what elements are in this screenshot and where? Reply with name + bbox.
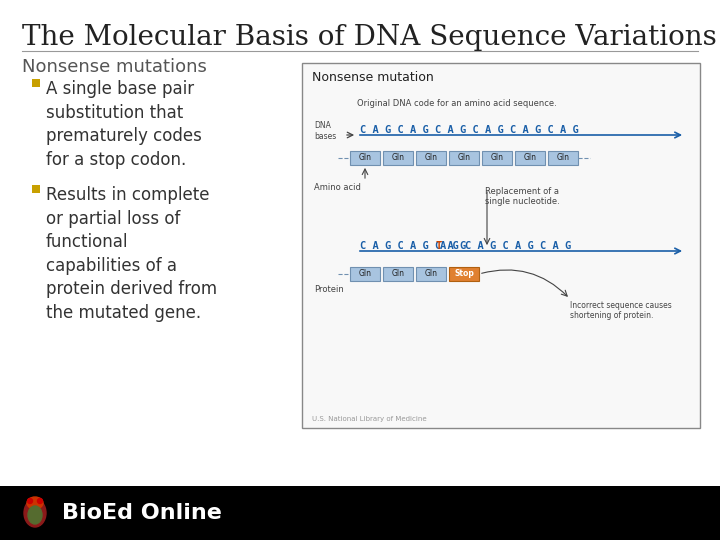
Text: Gln: Gln <box>359 153 372 163</box>
Text: Incorrect sequence causes
shortening of protein.: Incorrect sequence causes shortening of … <box>570 301 672 320</box>
Text: Protein: Protein <box>314 285 343 294</box>
FancyBboxPatch shape <box>416 151 446 165</box>
Text: Replacement of a
single nucleotide.: Replacement of a single nucleotide. <box>485 187 559 206</box>
FancyBboxPatch shape <box>416 267 446 281</box>
Ellipse shape <box>28 506 42 524</box>
Ellipse shape <box>37 498 42 503</box>
Text: U.S. National Library of Medicine: U.S. National Library of Medicine <box>312 416 427 422</box>
Text: Gln: Gln <box>490 153 503 163</box>
FancyBboxPatch shape <box>482 151 512 165</box>
FancyBboxPatch shape <box>302 63 700 428</box>
Ellipse shape <box>27 498 32 503</box>
Text: Nonsense mutations: Nonsense mutations <box>22 58 207 76</box>
FancyBboxPatch shape <box>449 267 479 281</box>
FancyBboxPatch shape <box>548 151 578 165</box>
Text: DNA
bases: DNA bases <box>314 122 336 141</box>
Text: BioEd Online: BioEd Online <box>62 503 222 523</box>
Text: T: T <box>435 241 441 251</box>
Text: Results in complete
or partial loss of
functional
capabilities of a
protein deri: Results in complete or partial loss of f… <box>46 186 217 322</box>
Text: C A G C A G C A G C A G C A G C A G: C A G C A G C A G C A G C A G C A G <box>360 125 579 135</box>
FancyBboxPatch shape <box>32 79 40 87</box>
Text: Gln: Gln <box>557 153 570 163</box>
Text: Amino acid: Amino acid <box>314 183 361 192</box>
FancyBboxPatch shape <box>32 185 40 193</box>
Text: C A G C A G C A G: C A G C A G C A G <box>360 241 467 251</box>
Ellipse shape <box>27 497 43 509</box>
Text: A single base pair
substitution that
prematurely codes
for a stop codon.: A single base pair substitution that pre… <box>46 80 202 169</box>
FancyBboxPatch shape <box>383 267 413 281</box>
FancyBboxPatch shape <box>449 151 479 165</box>
Text: Original DNA code for an amino acid sequence.: Original DNA code for an amino acid sequ… <box>357 99 557 108</box>
Text: Gln: Gln <box>425 269 438 279</box>
Text: Gln: Gln <box>359 269 372 279</box>
Text: Nonsense mutation: Nonsense mutation <box>312 71 433 84</box>
Text: Gln: Gln <box>425 153 438 163</box>
FancyBboxPatch shape <box>383 151 413 165</box>
FancyBboxPatch shape <box>350 151 380 165</box>
Text: The Molecular Basis of DNA Sequence Variations (II): The Molecular Basis of DNA Sequence Vari… <box>22 24 720 51</box>
Text: Gln: Gln <box>523 153 536 163</box>
Text: Stop: Stop <box>454 269 474 279</box>
FancyBboxPatch shape <box>515 151 545 165</box>
FancyBboxPatch shape <box>350 267 380 281</box>
Text: Gln: Gln <box>392 153 405 163</box>
Text: A G C A G C A G C A G: A G C A G C A G C A G <box>439 241 571 251</box>
Text: Gln: Gln <box>457 153 470 163</box>
Ellipse shape <box>24 499 46 527</box>
Text: Gln: Gln <box>392 269 405 279</box>
